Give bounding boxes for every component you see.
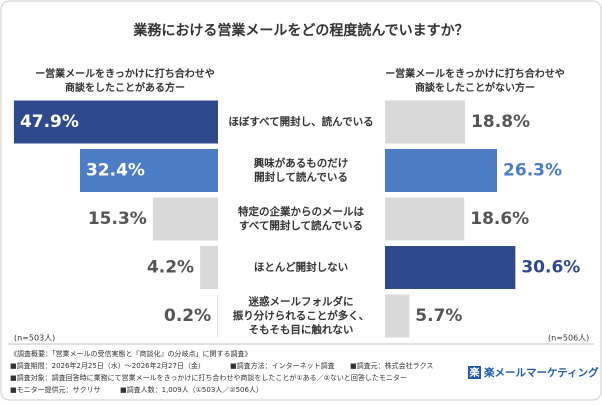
value-label: 18.6% [470, 209, 529, 229]
note: ■調査期間：2026年2月25日（水）〜2026年2月27日（金） [10, 361, 205, 370]
category-label: ほぼすべて開封し、読んでいる [228, 115, 373, 128]
category-label: 興味があるものだけ [254, 157, 349, 170]
note: ■調査人数：1,009人（①503人／②506人） [120, 385, 263, 394]
bar [385, 294, 410, 338]
legend-label: ー営業メールをきっかけに打ち合わせや [385, 67, 565, 80]
bar [385, 149, 498, 192]
value-label: 0.2% [164, 306, 211, 326]
value-label: 5.7% [415, 306, 462, 326]
bar [385, 246, 516, 289]
sample-size: (n=503人) [14, 334, 55, 343]
note: ■調査元：株式会社ラクス [350, 361, 433, 370]
value-label: 32.4% [86, 161, 145, 181]
logo-mark: 楽 [469, 366, 481, 379]
note: ■調査対象：調査回答時に業務にて営業メールをきっかけに打ち合わせや商談をしたこと… [10, 373, 407, 382]
bar [152, 197, 218, 241]
value-label: 15.3% [88, 209, 147, 229]
bar [385, 197, 465, 241]
note: 《調査概要：「営業メールの受信実態と『商談化』の分岐点」に関する調査》 [10, 349, 252, 358]
bar [200, 246, 218, 289]
category-label: ほとんど開封しない [254, 261, 348, 274]
sample-size: (n=506人) [548, 334, 589, 343]
logo-mark-bg [468, 366, 481, 379]
legend-label: 商談をしたことがある方ー [65, 81, 185, 94]
note: ■調査方法：インターネット調査 [230, 361, 335, 370]
category-label: そもそも目に触れない [249, 323, 354, 336]
note: ■モニター提供元：サクリサ [10, 385, 101, 394]
legend-label: 商談をしたことがない方ー [415, 81, 535, 94]
logo-text: 楽メールマーケティング [483, 366, 599, 379]
bar [13, 100, 219, 144]
bar [217, 294, 218, 338]
value-label: 4.2% [147, 258, 194, 278]
value-label: 47.9% [20, 112, 79, 132]
category-label: すべて開封して読んでいる [239, 219, 363, 232]
category-label: 特定の企業からのメールは [238, 205, 364, 218]
legend-label: ー営業メールをきっかけに打ち合わせや [35, 67, 215, 80]
chart-title: 業務における営業メールをどの程度読んでいますか？ [132, 22, 468, 39]
value-label: 26.3% [503, 161, 562, 181]
bar [385, 100, 466, 144]
bar [79, 149, 218, 192]
value-label: 30.6% [521, 258, 580, 278]
category-label: 迷惑メールフォルダに [248, 295, 354, 308]
category-label: 開封して読んでいる [254, 171, 348, 184]
value-label: 18.8% [471, 112, 530, 132]
category-label: 振り分けられることが多く、 [233, 309, 370, 322]
